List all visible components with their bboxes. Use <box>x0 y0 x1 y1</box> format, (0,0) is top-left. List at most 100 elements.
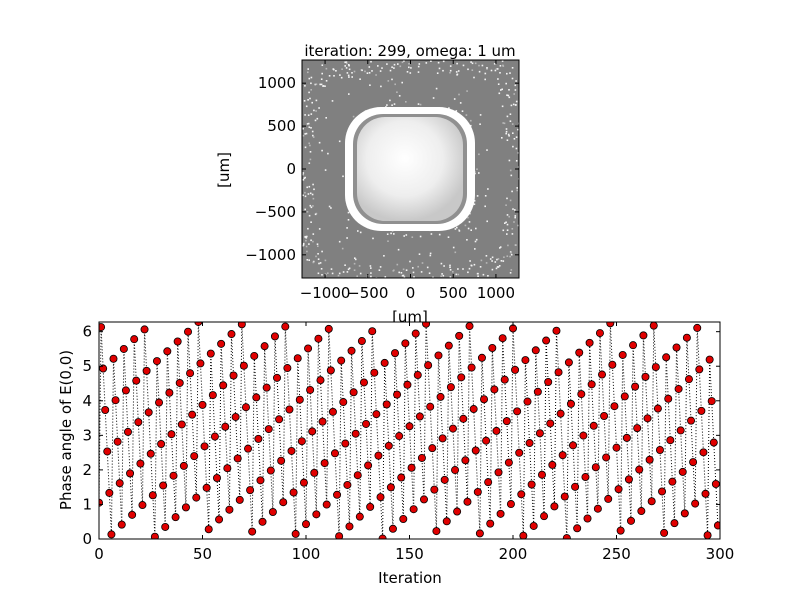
phase-point <box>320 459 329 468</box>
speckle-dot <box>313 188 315 191</box>
speckle-dot <box>517 166 519 168</box>
speckle-dot <box>500 89 502 91</box>
phase-point <box>219 381 228 390</box>
speckle-dot <box>506 233 508 235</box>
speckle-dot <box>474 248 476 250</box>
phase-point <box>448 424 457 433</box>
phase-point <box>268 508 277 517</box>
speckle-dot <box>456 74 458 76</box>
speckle-dot <box>477 272 479 275</box>
speckle-dot <box>321 274 323 276</box>
speckle-dot <box>320 83 323 86</box>
phase-point <box>258 517 267 526</box>
phase-point <box>405 422 414 431</box>
speckle-dot <box>509 72 511 74</box>
phase-point <box>393 390 402 399</box>
speckle-dot <box>393 103 396 105</box>
phase-point <box>415 412 424 421</box>
phase-point <box>560 492 569 501</box>
speckle-dot <box>496 266 499 268</box>
image-y-tick-label: 0 <box>286 160 296 178</box>
speckle-dot <box>389 99 391 102</box>
speckle-dot <box>484 78 486 81</box>
speckle-dot <box>410 67 412 69</box>
speckle-dot <box>508 159 511 162</box>
speckle-dot <box>510 251 512 254</box>
phase-point <box>676 426 685 435</box>
speckle-dot <box>515 104 517 106</box>
phase-point <box>304 344 313 353</box>
speckle-dot <box>315 83 318 85</box>
speckle-dot <box>449 69 452 72</box>
speckle-dot <box>505 132 507 135</box>
phase-point <box>438 434 447 443</box>
phase-point <box>527 480 536 489</box>
phase-ylabel: Phase angle of E(0,0) <box>57 350 75 510</box>
speckle-dot <box>507 133 510 136</box>
phase-point <box>465 322 474 331</box>
phase-point <box>119 344 128 353</box>
speckle-dot <box>508 96 511 99</box>
phase-point <box>186 369 195 378</box>
speckle-dot <box>511 190 513 193</box>
speckle-dot <box>306 186 308 189</box>
speckle-dot <box>432 97 435 99</box>
phase-point <box>614 485 623 494</box>
image-x-tick-label: 0 <box>406 284 416 302</box>
speckle-dot <box>379 266 382 268</box>
speckle-dot <box>458 230 461 232</box>
speckle-dot <box>312 136 315 138</box>
speckle-dot <box>305 239 307 242</box>
speckle-dot <box>457 268 459 270</box>
speckle-dot <box>456 226 458 229</box>
phase-point <box>504 458 513 467</box>
speckle-dot <box>317 258 320 260</box>
phase-point <box>163 347 172 356</box>
speckle-dot <box>319 83 321 86</box>
phase-y-ticks: 0 1 2 3 4 5 6 <box>82 323 720 548</box>
phase-point <box>165 388 174 397</box>
speckle-dot <box>338 272 341 275</box>
phase-point <box>455 331 464 340</box>
speckle-dot <box>371 70 373 72</box>
speckle-dot <box>496 68 499 70</box>
speckle-dot <box>437 61 440 64</box>
speckle-dot <box>372 237 374 240</box>
speckle-dot <box>503 256 505 258</box>
image-x-tick-label: 500 <box>439 284 468 302</box>
phase-point <box>426 402 435 411</box>
speckle-dot <box>346 271 349 273</box>
speckle-dot <box>442 60 445 63</box>
speckle-dot <box>302 173 304 176</box>
speckle-dot <box>459 102 462 104</box>
phase-point <box>175 378 184 387</box>
phase-point <box>595 329 604 338</box>
speckle-dot <box>322 85 325 87</box>
phase-point <box>115 479 124 488</box>
speckle-dot <box>302 134 305 137</box>
speckle-dot <box>302 127 304 130</box>
speckle-dot <box>348 267 351 270</box>
speckle-dot <box>321 64 324 66</box>
speckle-dot <box>351 76 353 78</box>
speckle-dot <box>321 250 323 253</box>
phase-x-tick-label: 150 <box>395 545 424 563</box>
phase-point <box>660 528 669 537</box>
phase-point <box>473 487 482 496</box>
phase-point <box>359 378 368 387</box>
phase-point <box>192 493 201 502</box>
phase-point <box>262 383 271 392</box>
phase-point <box>281 322 290 331</box>
phase-x-tick-label: 300 <box>706 545 735 563</box>
speckle-dot <box>345 61 348 63</box>
phase-point <box>575 348 584 357</box>
phase-point <box>620 392 629 401</box>
speckle-dot <box>359 78 361 80</box>
phase-point <box>581 473 590 482</box>
speckle-dot <box>440 262 443 265</box>
speckle-dot <box>468 221 471 223</box>
speckle-dot <box>303 100 306 102</box>
speckle-dot <box>354 257 356 259</box>
phase-point <box>655 445 664 454</box>
speckle-dot <box>325 80 328 82</box>
